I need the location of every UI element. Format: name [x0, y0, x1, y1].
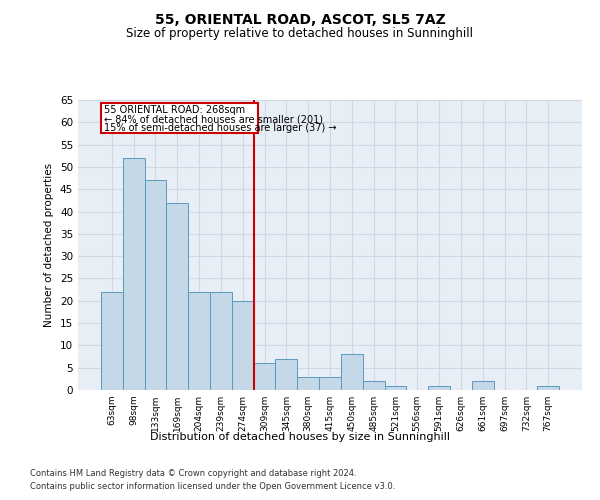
Text: Distribution of detached houses by size in Sunninghill: Distribution of detached houses by size … — [150, 432, 450, 442]
Text: Contains public sector information licensed under the Open Government Licence v3: Contains public sector information licen… — [30, 482, 395, 491]
Text: 55, ORIENTAL ROAD, ASCOT, SL5 7AZ: 55, ORIENTAL ROAD, ASCOT, SL5 7AZ — [155, 12, 445, 26]
Y-axis label: Number of detached properties: Number of detached properties — [44, 163, 55, 327]
Text: 15% of semi-detached houses are larger (37) →: 15% of semi-detached houses are larger (… — [104, 123, 337, 133]
Bar — [385, 386, 406, 390]
Bar — [101, 103, 258, 134]
Text: Size of property relative to detached houses in Sunninghill: Size of property relative to detached ho… — [127, 28, 473, 40]
Bar — [254, 363, 275, 390]
Bar — [123, 158, 145, 390]
Bar — [472, 381, 494, 390]
Text: 55 ORIENTAL ROAD: 268sqm: 55 ORIENTAL ROAD: 268sqm — [104, 106, 245, 116]
Bar — [319, 376, 341, 390]
Bar — [188, 292, 210, 390]
Bar — [145, 180, 166, 390]
Bar — [341, 354, 363, 390]
Bar — [537, 386, 559, 390]
Bar — [363, 381, 385, 390]
Bar — [428, 386, 450, 390]
Bar — [232, 301, 254, 390]
Bar — [297, 376, 319, 390]
Bar — [166, 202, 188, 390]
Text: ← 84% of detached houses are smaller (201): ← 84% of detached houses are smaller (20… — [104, 114, 323, 124]
Text: Contains HM Land Registry data © Crown copyright and database right 2024.: Contains HM Land Registry data © Crown c… — [30, 468, 356, 477]
Bar — [275, 359, 297, 390]
Bar — [210, 292, 232, 390]
Bar — [101, 292, 123, 390]
